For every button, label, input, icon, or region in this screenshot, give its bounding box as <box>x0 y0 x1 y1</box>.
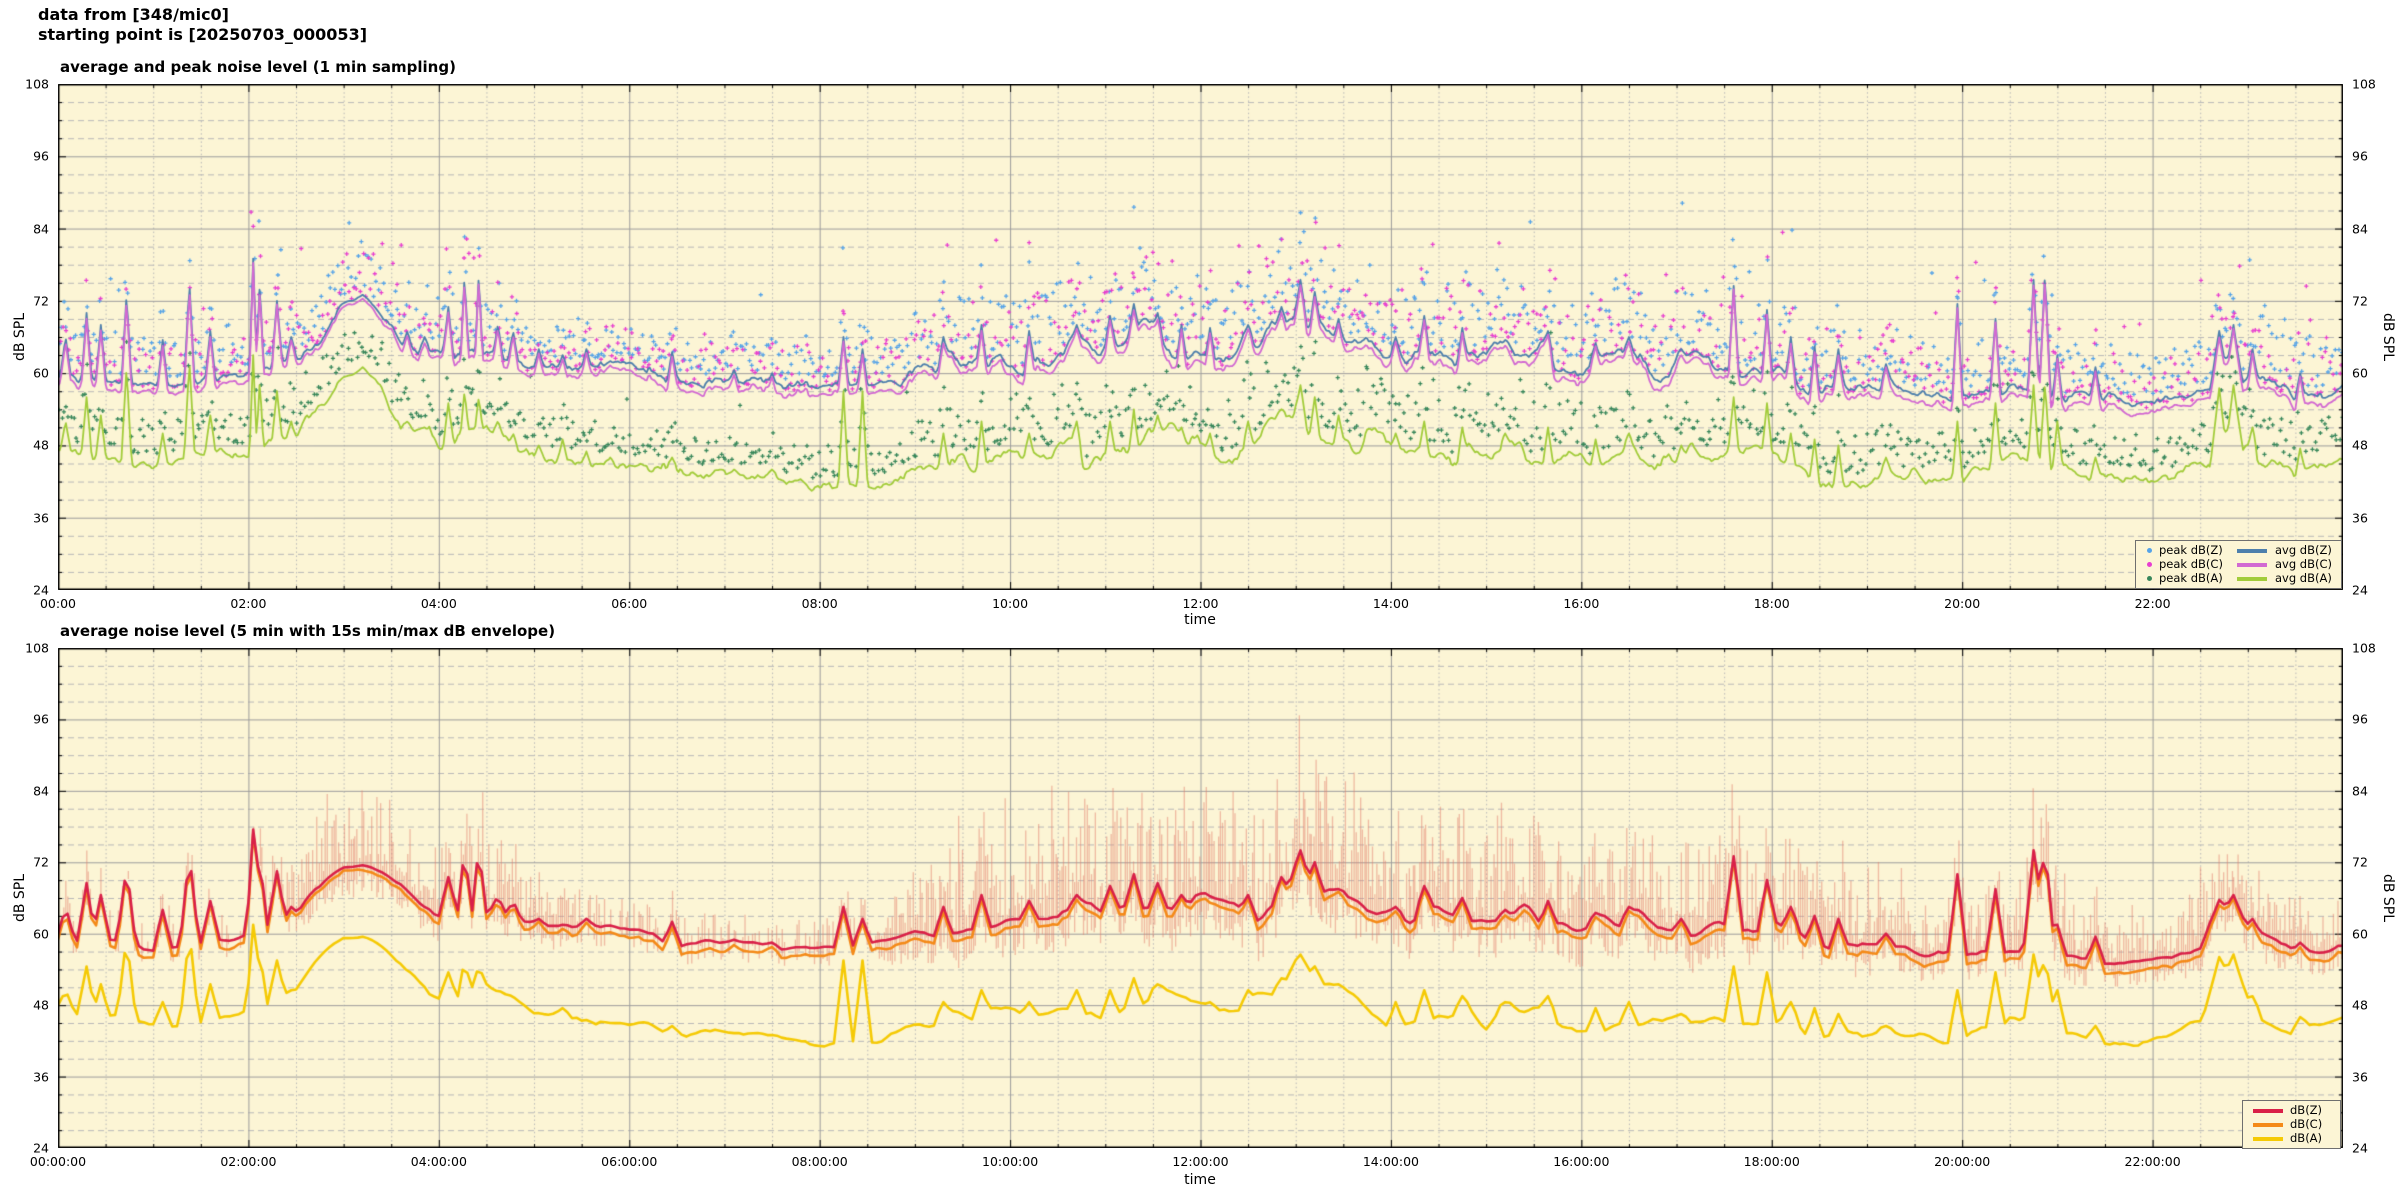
panel1-y-tick-label-left: 84 <box>33 221 49 237</box>
panel1-y-tick-label-right: 108 <box>2352 76 2376 92</box>
panel2-x-tick-label: 10:00:00 <box>982 1154 1039 1169</box>
panel1-x-tick-label: 12:00 <box>1182 596 1219 611</box>
panel2-x-tick-label: 02:00:00 <box>220 1154 277 1169</box>
legend-label-peak-dbz: peak dB(Z) <box>2159 543 2223 557</box>
panel2-y-tick-label-left: 96 <box>33 711 49 727</box>
panel2-y-tick-label-right: 96 <box>2352 711 2368 727</box>
panel1-x-tick-label: 10:00 <box>992 596 1029 611</box>
panel2-y-tick-label-right: 60 <box>2352 926 2368 942</box>
panel1-plot-canvas <box>58 84 2343 590</box>
legend-marker-peak-dbc-icon <box>2146 562 2152 567</box>
panel1-y-axis-label-left: dB SPL <box>12 312 28 362</box>
panel1-x-tick-label: 14:00 <box>1372 596 1409 611</box>
panel2-y-tick-label-left: 72 <box>33 854 49 870</box>
legend-label-avg-dbc: avg dB(C) <box>2275 557 2333 571</box>
panel1-y-tick-label-left: 60 <box>33 365 49 381</box>
panel2-y-tick-label-left: 36 <box>33 1069 49 1085</box>
panel1-y-tick-label-left: 48 <box>33 437 49 453</box>
legend-label-peak-dbc: peak dB(C) <box>2159 557 2223 571</box>
legend-marker-dba-icon <box>2253 1136 2283 1141</box>
panel2-y-tick-label-left: 48 <box>33 997 49 1013</box>
panel1-x-tick-label: 08:00 <box>801 596 838 611</box>
panel2-y-tick-label-right: 24 <box>2352 1140 2368 1156</box>
panel1-y-tick-label-left: 24 <box>33 582 49 598</box>
panel2-x-tick-label: 20:00:00 <box>1934 1154 1991 1169</box>
panel1-legend: peak dB(Z) avg dB(Z) peak dB(C) avg dB(C… <box>2135 540 2342 589</box>
panel1-y-tick-label-right: 84 <box>2352 221 2368 237</box>
panel1-x-tick-label: 18:00 <box>1753 596 1790 611</box>
legend-label-avg-dba: avg dB(A) <box>2275 571 2332 585</box>
panel2-y-axis-label-left: dB SPL <box>12 873 28 923</box>
legend-marker-dbc-icon <box>2253 1122 2283 1127</box>
header-data-source: data from [348/mic0] <box>38 5 229 24</box>
panel2-y-tick-label-right: 48 <box>2352 997 2368 1013</box>
panel1-y-tick-label-left: 96 <box>33 148 49 164</box>
panel2-y-axis-label-right: dB SPL <box>2380 873 2396 923</box>
panel1-x-tick-label: 02:00 <box>230 596 267 611</box>
legend-label-avg-dbz: avg dB(Z) <box>2275 543 2332 557</box>
panel2-x-tick-label: 04:00:00 <box>410 1154 467 1169</box>
panel2-x-tick-label: 14:00:00 <box>1362 1154 1419 1169</box>
panel2-x-tick-label: 12:00:00 <box>1172 1154 1229 1169</box>
panel2-plot-canvas <box>58 648 2343 1148</box>
panel1-y-tick-label-right: 96 <box>2352 148 2368 164</box>
panel1-y-tick-label-right: 60 <box>2352 365 2368 381</box>
legend-marker-avg-dba-icon <box>2237 576 2267 581</box>
panel1-x-tick-label: 22:00 <box>2134 596 2171 611</box>
panel2-x-tick-label: 18:00:00 <box>1743 1154 1800 1169</box>
panel1-y-tick-label-right: 72 <box>2352 293 2368 309</box>
legend-label-dbc: dB(C) <box>2290 1117 2323 1131</box>
legend-marker-dbz-icon <box>2253 1108 2283 1113</box>
legend-marker-avg-dbz-icon <box>2237 548 2267 553</box>
legend-marker-peak-dba-icon <box>2146 576 2152 581</box>
panel2-x-tick-label: 16:00:00 <box>1553 1154 1610 1169</box>
panel2-x-tick-label: 22:00:00 <box>2124 1154 2181 1169</box>
panel2-y-tick-label-right: 36 <box>2352 1069 2368 1085</box>
panel2-x-tick-label: 06:00:00 <box>601 1154 658 1169</box>
panel1-y-tick-label-left: 108 <box>25 76 49 92</box>
legend-marker-avg-dbc-icon <box>2237 562 2267 567</box>
legend-marker-peak-dbz-icon <box>2146 548 2152 553</box>
panel2-y-tick-label-left: 60 <box>33 926 49 942</box>
panel1-y-tick-label-right: 36 <box>2352 510 2368 526</box>
legend-label-dba: dB(A) <box>2290 1131 2323 1145</box>
panel1-y-tick-label-left: 36 <box>33 510 49 526</box>
panel2-x-tick-label: 00:00:00 <box>29 1154 87 1169</box>
panel1-x-tick-label: 16:00 <box>1563 596 1600 611</box>
panel1-y-tick-label-left: 72 <box>33 293 49 309</box>
panel2-y-tick-label-right: 72 <box>2352 854 2368 870</box>
panel1-y-axis-label-right: dB SPL <box>2380 312 2396 362</box>
panel1-x-tick-label: 20:00 <box>1944 596 1981 611</box>
panel1-x-tick-label: 04:00 <box>420 596 457 611</box>
panel1-y-tick-label-right: 24 <box>2352 582 2368 598</box>
panel2-y-tick-label-right: 84 <box>2352 783 2368 799</box>
panel2-y-tick-label-left: 84 <box>33 783 49 799</box>
panel2-x-axis-label: time <box>1184 1172 1216 1188</box>
panel2-x-tick-label: 08:00:00 <box>791 1154 848 1169</box>
header-starting-point: starting point is [20250703_000053] <box>38 25 368 44</box>
panel1-title: average and peak noise level (1 min samp… <box>60 58 456 76</box>
panel1-x-axis-label: time <box>1184 612 1216 628</box>
panel1-x-tick-label: 06:00 <box>611 596 648 611</box>
panel1-y-tick-label-right: 48 <box>2352 437 2368 453</box>
legend-label-dbz: dB(Z) <box>2290 1103 2323 1117</box>
panel2-title: average noise level (5 min with 15s min/… <box>60 622 556 640</box>
panel2-y-tick-label-left: 108 <box>25 640 49 656</box>
panel2-y-tick-label-left: 24 <box>33 1140 49 1156</box>
legend-label-peak-dba: peak dB(A) <box>2159 571 2223 585</box>
panel2-y-tick-label-right: 108 <box>2352 640 2376 656</box>
panel1-x-tick-label: 00:00 <box>39 596 77 611</box>
panel2-legend: dB(Z) dB(C) dB(A) <box>2242 1100 2341 1149</box>
